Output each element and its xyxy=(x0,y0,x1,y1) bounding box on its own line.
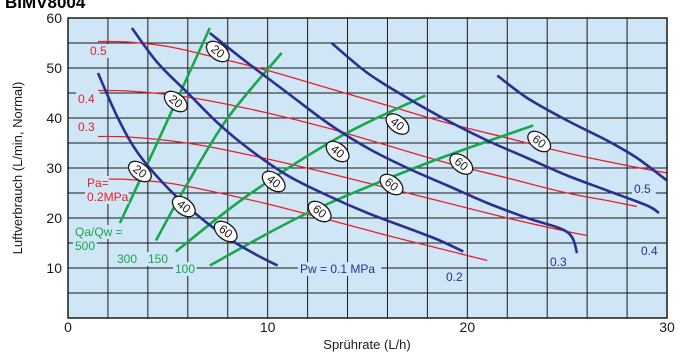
series-label-bg xyxy=(88,44,112,58)
droplet-size-marker: 60 xyxy=(307,200,332,223)
droplet-size-marker: 60 xyxy=(213,220,238,243)
ratio-label: 500 xyxy=(75,239,95,253)
y-tick-label: 30 xyxy=(46,160,62,176)
ratio-label: 300 xyxy=(117,252,137,266)
series-label-layer: 0.5 0.4 0.3 Pa=0.2MPa Pw = 0.1 MPa 0.2 0.3 0.4 0… xyxy=(73,44,658,284)
droplet-size-marker: 20 xyxy=(163,90,188,113)
x-tick-label: 20 xyxy=(460,319,476,335)
series-label-bg xyxy=(632,182,656,196)
droplet-size-marker: 20 xyxy=(127,160,152,183)
air-pressure-label: 0.2MPa xyxy=(87,190,129,204)
series-label-bg xyxy=(73,239,97,253)
water-pressure-label: 0.5 xyxy=(634,182,651,196)
tick-labels: 0 10 20 30 10 20 30 40 50 60 xyxy=(46,10,675,335)
water-pressure-label: 0.2 xyxy=(446,270,463,284)
dot-label-layer: 20 20 20 40 40 40 40 60 60 60 60 60 xyxy=(127,40,552,243)
x-tick-label: 30 xyxy=(659,319,675,335)
ratio-label: 100 xyxy=(175,262,195,276)
water-pressure-label: 0.4 xyxy=(641,244,658,258)
ratio-line xyxy=(118,27,211,224)
y-tick-label: 40 xyxy=(46,110,62,126)
droplet-size-marker: 40 xyxy=(261,170,286,193)
air-pressure-curve xyxy=(97,135,588,237)
droplet-size-marker: 40 xyxy=(385,113,410,135)
ratio-line xyxy=(175,94,426,253)
series-label-bg xyxy=(73,225,124,239)
series-label-bg xyxy=(76,92,100,106)
header-title: BIMV8004 xyxy=(5,0,86,12)
ratio-line xyxy=(209,124,534,267)
x-axis-label: Sprührate (L/h) xyxy=(323,337,410,352)
water-pressure-curve xyxy=(130,27,464,253)
droplet-size-oval xyxy=(171,195,196,218)
water-pressure-label: Pw = 0.1 MPa xyxy=(300,262,375,276)
ratio-label: 150 xyxy=(148,252,168,266)
air-pressure-curve xyxy=(97,40,668,174)
droplet-size-oval xyxy=(449,153,474,175)
droplet-size-oval xyxy=(261,170,286,193)
x-tick-label: 0 xyxy=(64,319,72,335)
water-pressure-curve xyxy=(496,74,668,182)
air-pressure-label: Pa= xyxy=(87,176,109,190)
series-label-bg xyxy=(146,252,170,266)
droplet-size-marker: 60 xyxy=(379,173,404,196)
water-pressure-curve xyxy=(330,42,660,215)
series-label-bg xyxy=(173,262,197,276)
y-tick-label: 50 xyxy=(46,60,62,76)
y-axis-label: Luftverbrauch (L/min, Normal) xyxy=(10,82,25,255)
droplet-size-marker: 40 xyxy=(325,140,350,163)
air-pressure-label: 0.3 xyxy=(78,120,95,134)
ratio-label: Qa/Qw = xyxy=(75,225,123,239)
air-pressure-label: 0.5 xyxy=(90,44,107,58)
water-pressure-label: 0.3 xyxy=(550,255,567,269)
droplet-size-oval xyxy=(205,40,230,63)
droplet-size-oval xyxy=(325,140,350,163)
series-label-bg xyxy=(298,262,382,276)
droplet-size-oval xyxy=(385,113,410,135)
droplet-size-marker: 20 xyxy=(205,40,230,63)
ratio-line xyxy=(154,52,283,242)
water-pressure-curve xyxy=(208,31,579,254)
y-tick-label: 20 xyxy=(46,210,62,226)
droplet-size-marker: 60 xyxy=(527,130,552,153)
droplet-size-marker: 40 xyxy=(171,195,196,218)
series-label-bg xyxy=(85,176,109,190)
y-tick-label: 60 xyxy=(46,10,62,26)
series-label-bg xyxy=(115,252,139,266)
series-label-bg xyxy=(85,190,129,204)
plot-frame xyxy=(67,17,668,319)
droplet-size-oval xyxy=(527,130,552,153)
x-tick-label: 10 xyxy=(260,319,276,335)
droplet-size-oval xyxy=(213,220,238,243)
series-label-bg xyxy=(76,120,100,134)
droplet-size-marker: 60 xyxy=(449,153,474,175)
droplet-size-oval xyxy=(307,200,332,223)
droplet-size-oval xyxy=(163,90,188,113)
droplet-size-oval xyxy=(379,173,404,196)
droplet-size-oval xyxy=(127,160,152,183)
air-pressure-label: 0.4 xyxy=(78,92,95,106)
y-tick-label: 10 xyxy=(46,260,62,276)
